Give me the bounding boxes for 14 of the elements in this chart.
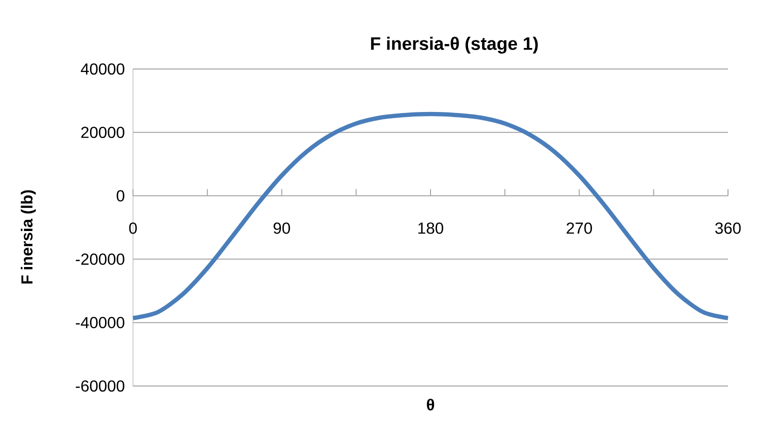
x-tick-label: 90 xyxy=(274,222,290,234)
y-tick-label: -40000 xyxy=(76,316,124,328)
x-tick-label: 180 xyxy=(418,222,444,234)
y-tick-label: 40000 xyxy=(80,63,124,75)
x-tick-label: 0 xyxy=(129,222,137,234)
x-tick-label: 360 xyxy=(715,222,741,234)
x-tick-label: 270 xyxy=(566,222,592,234)
x-axis-title: θ xyxy=(426,398,434,410)
y-tick-label: 20000 xyxy=(81,126,124,138)
y-tick-label: -20000 xyxy=(76,254,124,265)
y-axis-title: F inersia (lb) xyxy=(20,190,36,284)
chart-title: F inersia-θ (stage 1) xyxy=(371,36,538,54)
y-tick-label: -60000 xyxy=(76,380,124,392)
y-tick-label: 0 xyxy=(116,190,124,202)
